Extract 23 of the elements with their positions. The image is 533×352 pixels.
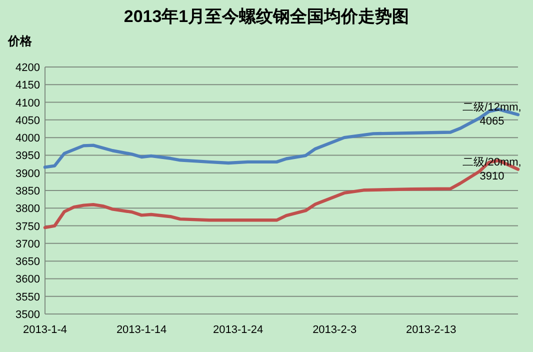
y-tick-label: 3850 bbox=[16, 186, 40, 198]
annotation: 二级/12mm, 4065 bbox=[462, 102, 522, 128]
x-tick-label: 2013-1-4 bbox=[22, 324, 68, 336]
y-tick-label: 3950 bbox=[16, 150, 40, 162]
y-tick-label: 4150 bbox=[16, 80, 40, 92]
x-tick-label: 2013-1-24 bbox=[212, 324, 264, 336]
y-tick-label: 3800 bbox=[16, 203, 40, 216]
y-tick-label: 3500 bbox=[16, 309, 40, 321]
chart-title: 2013年1月至今螺纹钢全国均价走势图 bbox=[124, 7, 410, 26]
x-tick-label: 2013-2-3 bbox=[312, 324, 357, 336]
y-tick-label: 4050 bbox=[16, 114, 40, 127]
y-tick-label: 4100 bbox=[16, 97, 40, 110]
y-tick-label: 3750 bbox=[16, 220, 40, 233]
y-tick-label: 3650 bbox=[16, 256, 40, 268]
y-tick-label: 4200 bbox=[16, 62, 40, 74]
y-axis-title: 价格 bbox=[7, 34, 33, 48]
y-tick-label: 4000 bbox=[16, 132, 40, 145]
y-tick-label: 3700 bbox=[16, 238, 40, 250]
y-tick-label: 3550 bbox=[16, 291, 40, 304]
x-tick-label: 2013-2-13 bbox=[406, 324, 456, 336]
y-tick-label: 3600 bbox=[16, 274, 40, 286]
y-tick-label: 3900 bbox=[16, 168, 40, 180]
x-tick-label: 2013-1-14 bbox=[116, 324, 167, 336]
